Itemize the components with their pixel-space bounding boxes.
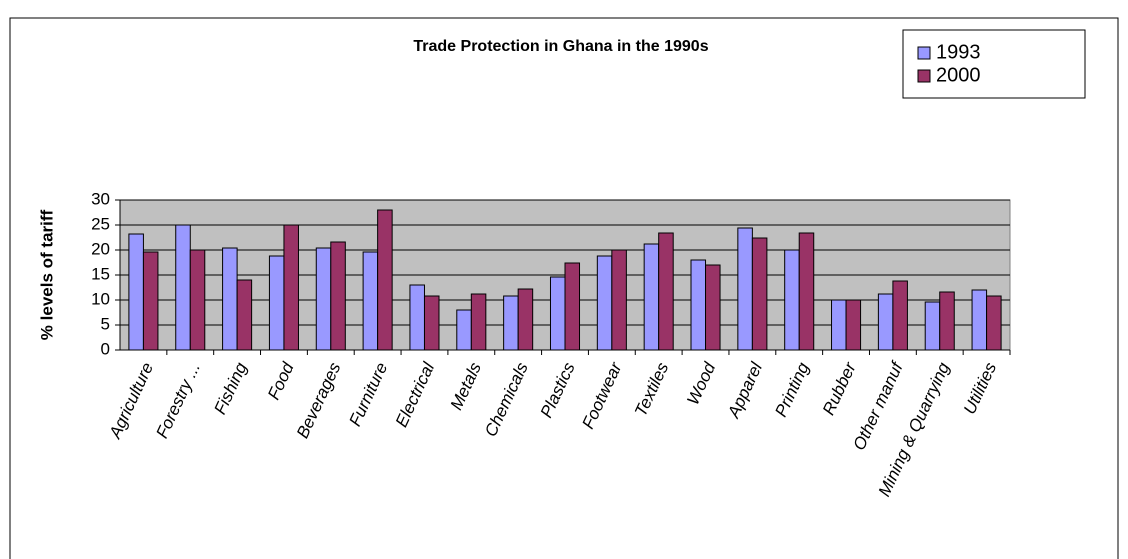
bar (643, 243, 660, 351)
bar (658, 232, 674, 351)
bar (705, 264, 721, 351)
bar (737, 227, 753, 351)
bar (690, 259, 707, 351)
y-axis-label: % levels of tariff (37, 209, 56, 340)
y-tick-label: 15 (91, 264, 110, 283)
bar (330, 241, 346, 351)
bar (986, 295, 1002, 351)
y-tick-label: 20 (91, 239, 110, 258)
legend (902, 29, 1086, 99)
bar (517, 288, 534, 351)
y-tick-label: 5 (101, 314, 110, 333)
bar (456, 309, 472, 351)
bar (409, 284, 425, 351)
bar (128, 233, 144, 351)
bar (831, 299, 847, 351)
bar (784, 249, 800, 351)
bar (175, 224, 191, 351)
chart-title: Trade Protection in Ghana in the 1990s (413, 38, 708, 55)
bar (798, 232, 815, 351)
bar (971, 289, 988, 351)
bar (564, 262, 581, 351)
y-tick-label: 25 (91, 214, 110, 233)
bar (377, 209, 393, 351)
bar (362, 251, 379, 351)
bar (222, 247, 238, 351)
y-tick-label: 0 (101, 339, 110, 358)
bar (142, 251, 159, 351)
bar (892, 280, 908, 351)
bar (549, 276, 566, 351)
bar (268, 255, 285, 351)
bar (236, 279, 253, 351)
legend-swatch (917, 69, 931, 83)
bar (189, 249, 206, 351)
bar (503, 295, 519, 351)
bar (877, 293, 894, 351)
bar (315, 247, 332, 351)
legend-label: 2000 (936, 64, 981, 86)
bar (470, 293, 487, 351)
bar (845, 299, 862, 351)
y-tick-label: 10 (91, 289, 110, 308)
bar (939, 291, 955, 351)
bar (611, 249, 627, 351)
y-tick-label: 30 (91, 189, 110, 208)
bar (423, 295, 440, 351)
bar (751, 237, 768, 351)
legend-swatch (917, 46, 931, 60)
bar (924, 301, 941, 351)
bar (283, 224, 299, 351)
bar (596, 255, 613, 351)
legend-label: 1993 (936, 41, 981, 63)
